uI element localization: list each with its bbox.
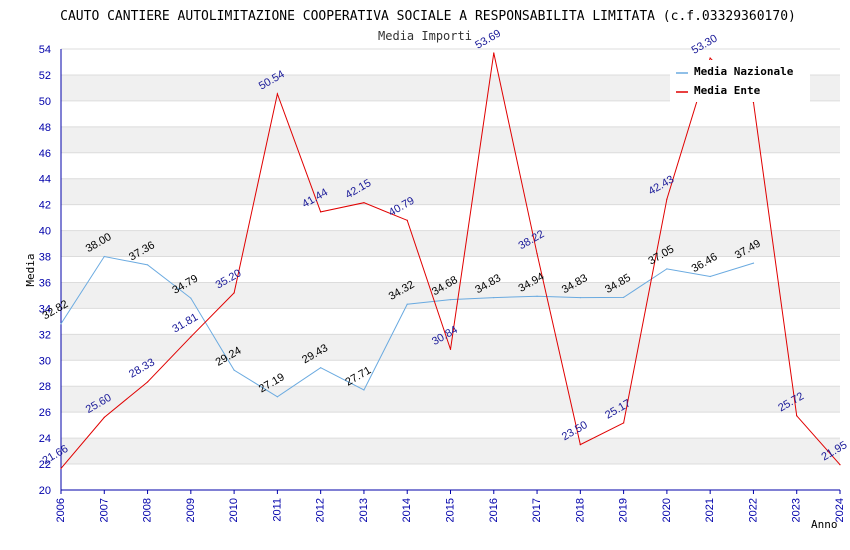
data-point-media-ente [623, 422, 625, 424]
x-tick-label: 2006 [55, 498, 67, 522]
y-tick-label: 54 [39, 44, 51, 56]
y-tick-labels: 20 22 24 26 28 30 32 34 36 38 40 42 44 46 48 50 52 54 [39, 44, 51, 497]
x-tick-label: 2013 [358, 498, 370, 522]
data-label-media-nazionale: 27.71 [343, 364, 373, 388]
data-point-media-ente [709, 57, 711, 59]
data-point-media-nazionale [493, 297, 495, 299]
y-tick-label: 28 [39, 381, 51, 393]
data-point-media-ente [190, 336, 192, 338]
data-point-media-nazionale [709, 275, 711, 278]
x-tick-label: 2020 [661, 498, 673, 522]
x-tick-label: 2022 [747, 498, 759, 522]
x-tick-label: 2018 [574, 498, 586, 522]
x-tick-label: 2008 [142, 498, 154, 522]
y-tick-label: 50 [39, 96, 51, 108]
grid-band [61, 126, 840, 153]
y-tick-label: 36 [39, 277, 51, 289]
data-label-media-nazionale: 32.82 [41, 298, 71, 322]
axes [60, 49, 841, 494]
grid-band [61, 282, 840, 309]
data-point-media-ente [839, 464, 841, 466]
series-line-media-nazionale [60, 255, 754, 398]
grid-band [61, 230, 840, 257]
x-tick-label: 2024 [834, 498, 846, 522]
x-tick-label: 2010 [228, 498, 240, 522]
grid-band [61, 178, 840, 205]
data-point-media-nazionale [406, 303, 408, 305]
series-group [60, 52, 841, 470]
x-tick-label: 2014 [401, 498, 413, 522]
y-tick-label: 42 [39, 200, 51, 212]
legend-label-media-nazionale: Media Nazionale [694, 65, 794, 78]
data-point-media-ente [666, 198, 668, 200]
data-point-media-nazionale [579, 297, 581, 299]
data-point-media-ente [60, 467, 62, 470]
y-tick-label: 24 [39, 433, 51, 445]
data-point-media-ente [796, 415, 798, 417]
x-tick-label: 2021 [704, 498, 716, 522]
data-point-media-ente [146, 381, 149, 383]
data-point-media-nazionale [320, 367, 322, 369]
data-label-media-ente: 53.69 [473, 27, 503, 51]
data-point-media-nazionale [536, 295, 538, 297]
y-tick-label: 46 [39, 148, 51, 160]
y-tick-label: 40 [39, 226, 51, 238]
grid-band [61, 438, 840, 465]
x-tick-label: 2019 [618, 498, 630, 522]
x-tick-labels: 2006 2007 2008 2009 2010 2011 2012 2013 2014 2015… [55, 498, 846, 522]
data-point-media-ente [320, 211, 322, 213]
y-tick-label: 48 [39, 122, 51, 134]
data-point-media-nazionale [276, 396, 278, 398]
grid-band [61, 386, 840, 413]
legend-box [670, 60, 810, 102]
data-point-media-nazionale [449, 298, 452, 301]
y-tick-label: 26 [39, 407, 51, 419]
grid-lines [61, 48, 840, 491]
data-point-media-ente [276, 93, 278, 95]
x-tick-label: 2007 [98, 498, 110, 522]
chart-title: CAUTO CANTIERE AUTOLIMITAZIONE COOPERATI… [60, 9, 796, 24]
x-axis-title: Anno [811, 518, 838, 531]
y-tick-label: 52 [39, 70, 51, 82]
data-point-media-nazionale [233, 369, 235, 371]
data-point-media-ente [449, 348, 452, 350]
data-point-media-ente [536, 253, 538, 255]
x-tick-label: 2023 [791, 498, 803, 522]
data-point-media-ente [233, 292, 235, 294]
data-point-media-ente [493, 52, 495, 54]
data-point-media-nazionale [363, 389, 365, 391]
data-label-media-ente: 53.30 [690, 33, 720, 57]
y-axis-title: Media [24, 253, 37, 286]
y-tick-label: 20 [39, 485, 51, 497]
data-point-media-ente [406, 219, 408, 221]
data-point-media-nazionale [60, 323, 62, 325]
legend: Media Nazionale Media Ente [670, 60, 810, 102]
data-point-media-nazionale [190, 297, 192, 299]
data-point-media-nazionale [623, 296, 625, 298]
x-tick-label: 2012 [315, 498, 327, 522]
x-tick-label: 2015 [445, 498, 457, 522]
y-tick-label: 30 [39, 355, 51, 367]
data-point-media-ente [103, 416, 105, 418]
grid-bands [61, 74, 840, 465]
x-tick-label: 2011 [271, 498, 283, 522]
x-tick-label: 2016 [488, 498, 500, 522]
data-point-media-nazionale [752, 262, 755, 264]
data-point-media-ente [363, 202, 365, 204]
y-tick-label: 34 [39, 303, 51, 315]
chart-subtitle: Media Importi [378, 29, 472, 43]
y-tick-label: 32 [39, 329, 51, 341]
y-tick-label: 22 [39, 459, 51, 471]
y-tick-label: 44 [39, 174, 51, 186]
x-tick-label: 2009 [185, 498, 197, 522]
data-point-media-nazionale [666, 268, 668, 270]
y-tick-label: 38 [39, 252, 51, 264]
data-point-media-nazionale [103, 255, 105, 258]
x-tick-label: 2017 [531, 498, 543, 522]
data-point-media-ente [579, 444, 581, 446]
data-point-media-nazionale [146, 264, 149, 266]
legend-label-media-ente: Media Ente [694, 84, 761, 97]
